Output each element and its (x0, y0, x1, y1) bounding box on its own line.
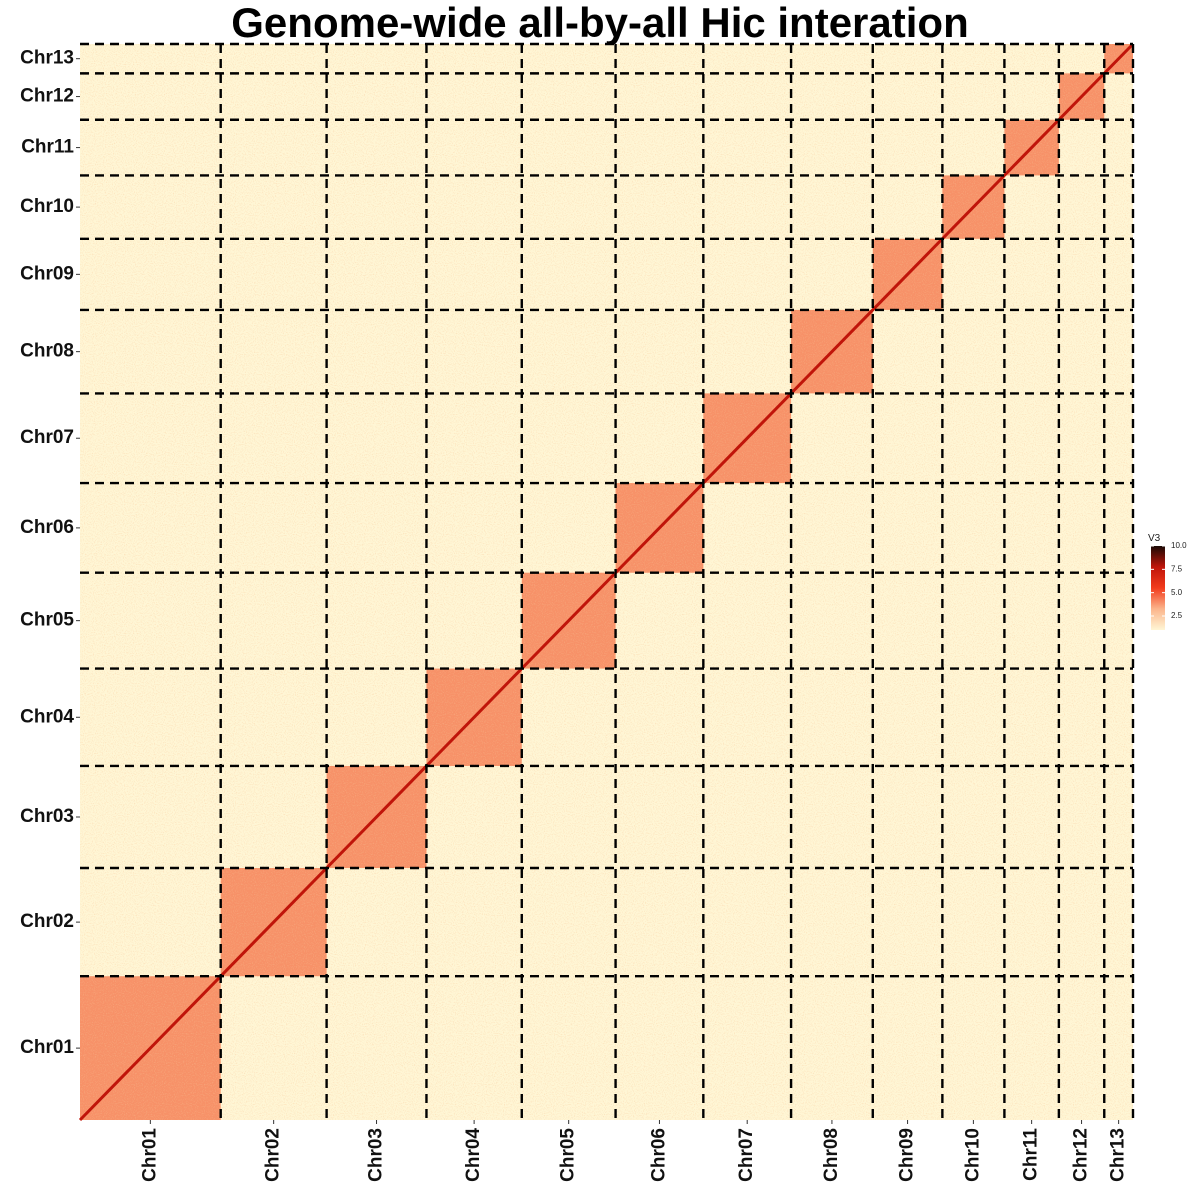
y-tick-label: Chr05 (20, 610, 74, 631)
x-tick-label: Chr02 (263, 1128, 284, 1182)
x-tick-label: Chr04 (463, 1128, 484, 1182)
y-tick-label: Chr02 (20, 911, 74, 932)
chart-title: Genome-wide all-by-all Hic interation (231, 0, 969, 46)
legend-tick-label: 7.5 (1171, 564, 1183, 573)
x-axis-tick-labels: Chr01 Chr02 Chr03 Chr04 Chr05 Chr06 Chr07 Chr08… (139, 1120, 1129, 1182)
chromosome-boundaries (80, 42, 1135, 1120)
x-tick-label: Chr06 (648, 1128, 669, 1182)
y-tick-label: Chr09 (20, 263, 74, 284)
legend-tick-label: 10.0 (1171, 541, 1187, 550)
x-tick-label: Chr07 (736, 1128, 757, 1182)
y-tick-label: Chr08 (20, 341, 74, 362)
legend-colorbar (1151, 546, 1165, 630)
diagonal (78, 42, 1135, 1122)
diagonal-line (78, 42, 1135, 1122)
legend-tick-label: 5.0 (1171, 588, 1183, 597)
x-tick-label: Chr03 (366, 1128, 387, 1182)
x-tick-label: Chr12 (1071, 1128, 1092, 1182)
color-legend: V3 2.5 5.0 7.5 10.0 (1148, 533, 1187, 630)
legend-tick-label: 2.5 (1171, 611, 1183, 620)
y-tick-label: Chr07 (20, 427, 74, 448)
x-tick-label: Chr09 (897, 1128, 918, 1182)
x-tick-label: Chr05 (558, 1128, 579, 1182)
y-axis-tick-labels: Chr01 Chr02 Chr03 Chr04 Chr05 Chr06 Chr07 Chr08… (20, 48, 80, 1058)
x-tick-label: Chr11 (1021, 1128, 1042, 1181)
y-tick-label: Chr10 (20, 196, 74, 217)
y-tick-label: Chr03 (20, 806, 74, 827)
y-tick-label: Chr06 (20, 517, 74, 538)
y-tick-label: Chr01 (20, 1037, 74, 1058)
x-tick-label: Chr01 (139, 1128, 160, 1182)
legend-title: V3 (1148, 533, 1161, 544)
y-tick-label: Chr13 (20, 48, 74, 69)
y-tick-label: Chr04 (20, 706, 74, 727)
y-tick-label: Chr12 (20, 86, 74, 107)
x-tick-label: Chr08 (821, 1128, 842, 1182)
x-tick-label: Chr13 (1108, 1128, 1129, 1182)
y-tick-label: Chr11 (21, 137, 74, 158)
x-tick-label: Chr10 (962, 1128, 983, 1182)
